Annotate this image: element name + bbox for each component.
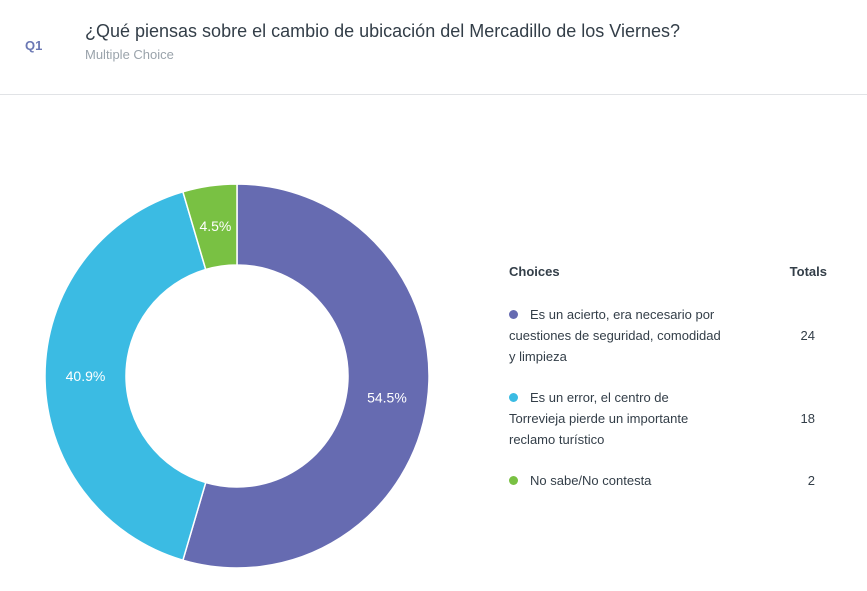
question-type: Multiple Choice bbox=[85, 47, 174, 62]
choice-total: 24 bbox=[800, 328, 815, 343]
question-header: Q1 ¿Qué piensas sobre el cambio de ubica… bbox=[0, 0, 867, 95]
question-title: ¿Qué piensas sobre el cambio de ubicació… bbox=[85, 21, 681, 41]
legend-table: Choices Totals Es un acierto, era necesa… bbox=[509, 264, 829, 488]
choice-text: No sabe/No contesta bbox=[530, 473, 652, 488]
choice-text: Es un acierto, era necesario por cuestio… bbox=[509, 307, 721, 364]
legend-header: Choices Totals bbox=[509, 264, 829, 284]
legend-dot-icon bbox=[509, 310, 518, 319]
legend-label: Es un acierto, era necesario por cuestio… bbox=[509, 304, 724, 367]
legend-dot-icon bbox=[509, 393, 518, 402]
slice-percent-label-1: 40.9% bbox=[66, 368, 106, 384]
legend-dot-icon bbox=[509, 476, 518, 485]
donut-chart: 54.5% 40.9% 4.5% bbox=[44, 183, 430, 569]
slice-percent-label-2: 4.5% bbox=[199, 218, 231, 234]
choice-total: 18 bbox=[800, 411, 815, 426]
legend-label: Es un error, el centro de Torrevieja pie… bbox=[509, 387, 724, 450]
donut-slice-2 bbox=[181, 183, 238, 271]
choices-header: Choices bbox=[509, 264, 560, 279]
choice-text: Es un error, el centro de Torrevieja pie… bbox=[509, 390, 689, 447]
totals-header: Totals bbox=[789, 264, 827, 279]
slice-percent-label-0: 54.5% bbox=[367, 390, 407, 406]
donut-slice-1 bbox=[44, 190, 207, 562]
choice-total: 2 bbox=[807, 473, 815, 488]
donut-slice-0 bbox=[181, 183, 430, 569]
question-number: Q1 bbox=[25, 38, 43, 53]
legend-label: No sabe/No contesta bbox=[509, 470, 724, 491]
